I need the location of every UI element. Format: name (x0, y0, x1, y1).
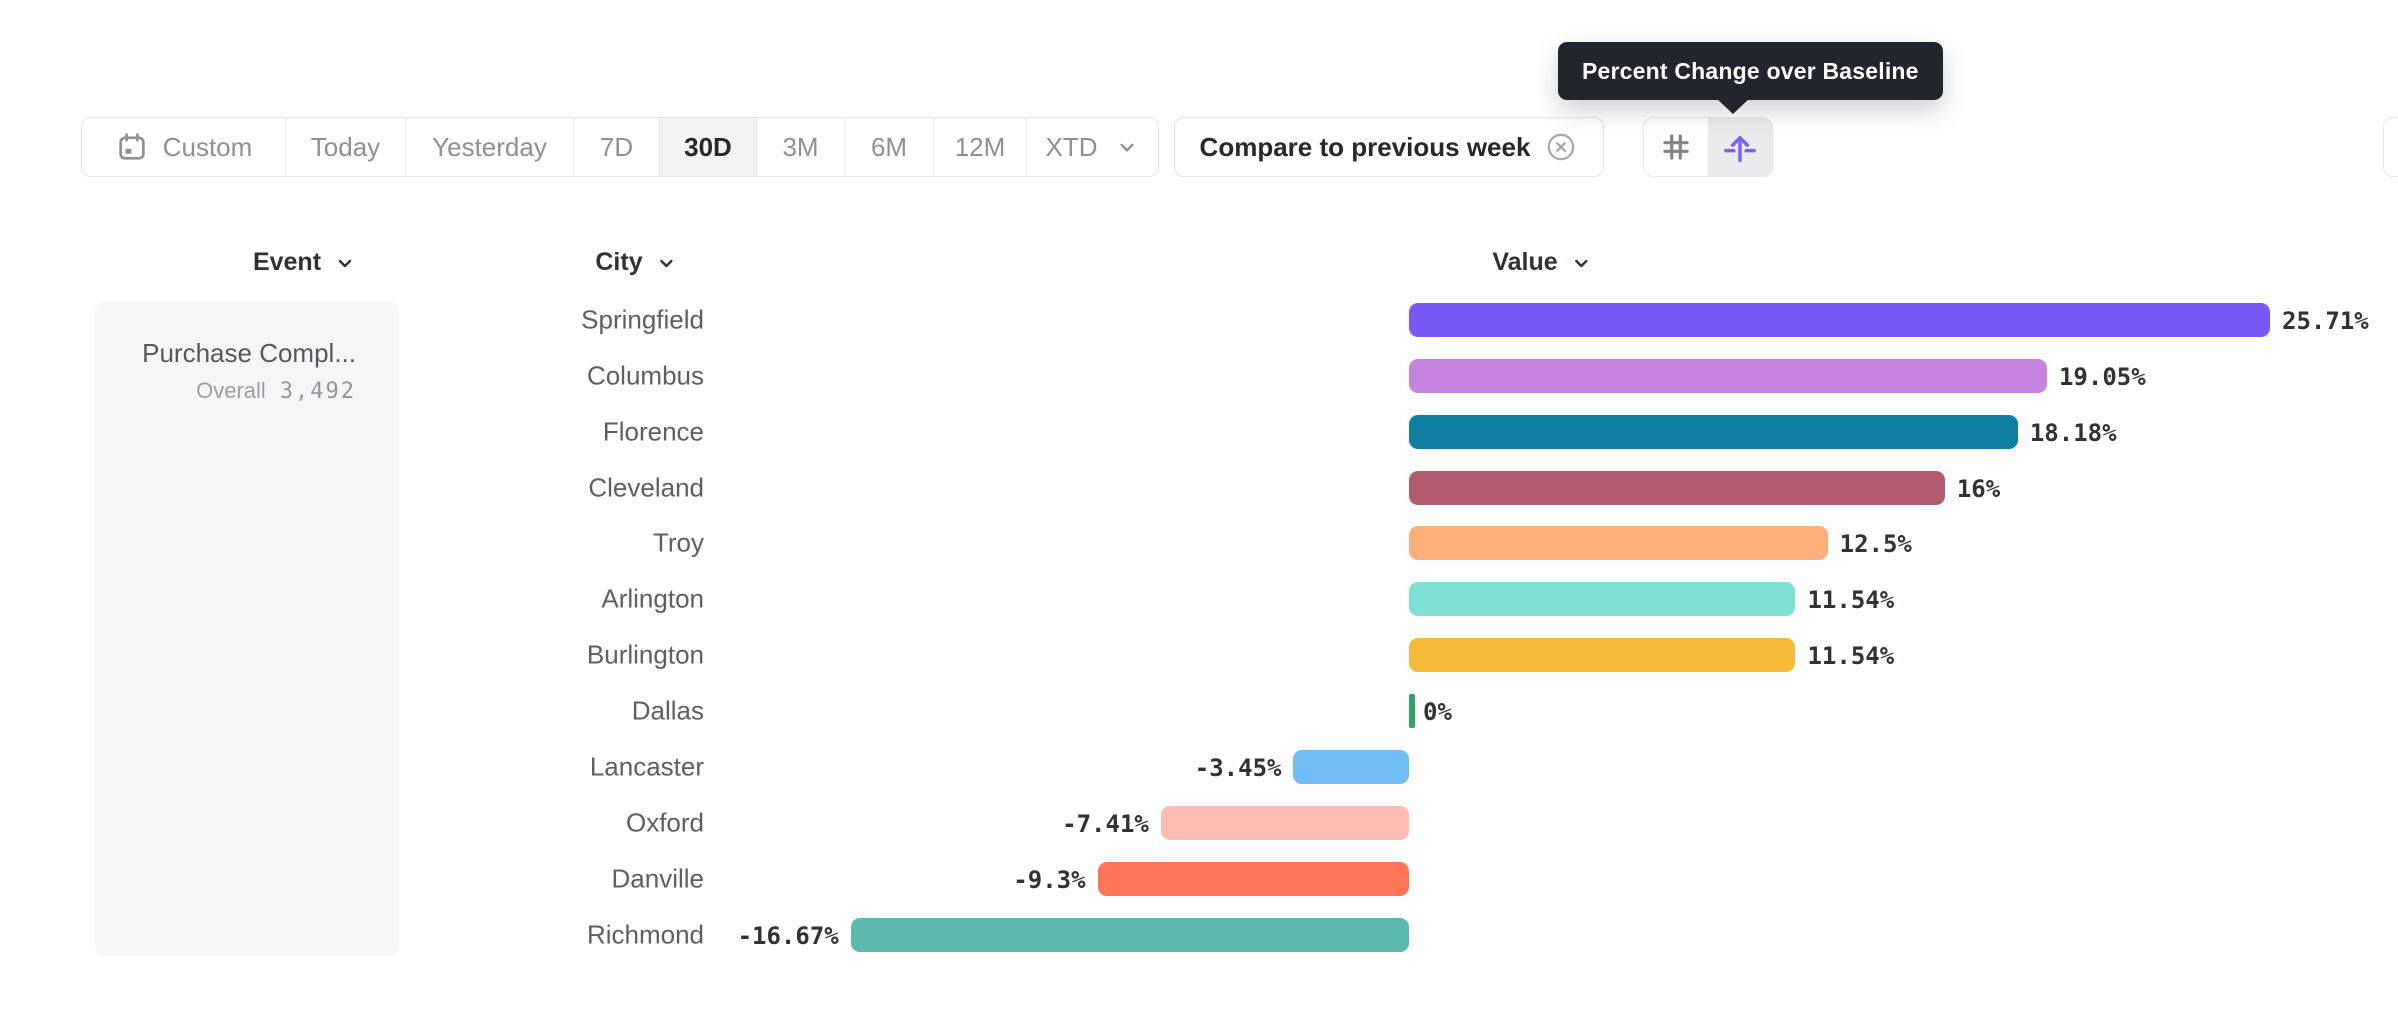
x-circle-icon[interactable] (1544, 130, 1578, 164)
date-range-label: 30D (684, 131, 732, 162)
bar-columbus[interactable] (1409, 358, 2047, 393)
date-range-label: 3M (782, 131, 819, 162)
event-name: Purchase Compl... (142, 338, 356, 368)
calendar-icon (115, 130, 149, 164)
date-range-label: 6M (870, 131, 908, 162)
date-range-button-30d[interactable]: 30D (660, 118, 757, 176)
bar-oxford[interactable] (1160, 805, 1409, 840)
value-label-danville: -9.3% (1013, 865, 1086, 894)
bar-cleveland[interactable] (1409, 470, 1945, 505)
date-range-button-custom[interactable]: Custom (82, 118, 286, 176)
overall-value: 3,492 (279, 379, 356, 404)
value-label-oxford: -7.41% (1062, 809, 1149, 838)
column-header-value[interactable]: Value (1492, 248, 1593, 277)
chart-view-toggle (1643, 117, 1773, 177)
value-label-dallas: 0% (1423, 698, 1452, 727)
toolbar: Custom Today Yesterday 7D 30D 3M 6M 12M XTD Comp… (0, 117, 2398, 177)
city-label-arlington: Arlington (601, 583, 704, 614)
tooltip-label: Percent Change over Baseline (1582, 57, 1919, 84)
chevron-down-icon (1112, 134, 1140, 160)
date-range-label: Yesterday (432, 131, 547, 162)
column-header-city-label: City (595, 248, 643, 276)
date-range-button-xtd[interactable]: XTD (1027, 118, 1158, 176)
date-range-label: Today (310, 131, 381, 162)
column-header-value-label: Value (1492, 248, 1558, 276)
percent-change-view-button[interactable] (1708, 118, 1772, 176)
compare-to-previous-week-button[interactable]: Compare to previous week (1174, 117, 1604, 177)
date-range-label: 12M (954, 131, 1006, 162)
tooltip-arrow (1716, 98, 1750, 114)
date-range-label: 7D (599, 131, 634, 162)
event-overall-row: Overall 3,492 (196, 378, 356, 404)
city-label-florence: Florence (602, 416, 704, 447)
value-label-arlington: 11.54% (1807, 586, 1895, 615)
compare-button-label: Compare to previous week (1199, 131, 1531, 162)
value-label-springfield: 25.71% (2282, 306, 2369, 335)
city-label-dallas: Dallas (631, 695, 704, 726)
value-label-cleveland: 16% (1956, 474, 2001, 503)
numbers-view-button[interactable] (1644, 118, 1708, 176)
date-range-group: Custom Today Yesterday 7D 30D 3M 6M 12M XTD (81, 117, 1159, 177)
baseline-arrow-icon (1720, 127, 1760, 167)
city-label-oxford: Oxford (625, 807, 704, 838)
value-label-florence: 18.18% (2029, 418, 2117, 447)
date-range-button-yesterday[interactable]: Yesterday (406, 118, 574, 176)
event-panel[interactable]: Purchase Compl... Overall 3,492 (95, 302, 399, 956)
value-label-richmond: -16.67% (737, 921, 839, 950)
bar-lancaster[interactable] (1293, 750, 1409, 784)
value-label-lancaster: -3.45% (1194, 754, 1282, 782)
bar-richmond[interactable] (850, 917, 1409, 952)
value-label-troy: 12.5% (1839, 530, 1912, 559)
city-label-troy: Troy (652, 527, 704, 558)
city-label-danville: Danville (611, 863, 705, 894)
column-header-event[interactable]: Event (253, 248, 357, 277)
clipped-right-button[interactable] (2383, 117, 2398, 177)
date-range-label: Custom (162, 131, 253, 162)
value-label-columbus: 19.05% (2058, 362, 2146, 391)
city-label-burlington: Burlington (586, 639, 704, 670)
bar-arlington[interactable] (1409, 582, 1796, 617)
tooltip-percent-change-over-baseline: Percent Change over Baseline (1558, 42, 1943, 100)
city-label-columbus: Columbus (586, 360, 704, 391)
bar-burlington[interactable] (1409, 638, 1796, 673)
date-range-button-today[interactable]: Today (286, 118, 406, 176)
chevron-down-icon (655, 251, 679, 275)
overall-label: Overall (196, 378, 266, 403)
city-label-lancaster: Lancaster (589, 751, 704, 782)
city-label-richmond: Richmond (586, 919, 704, 950)
date-range-button-12m[interactable]: 12M (934, 118, 1027, 176)
date-range-button-3m[interactable]: 3M (757, 118, 845, 176)
bar-danville[interactable] (1097, 861, 1409, 896)
city-label-springfield: Springfield (581, 304, 704, 335)
column-header-event-label: Event (252, 248, 322, 276)
hash-number-icon (1657, 128, 1695, 166)
date-range-label: XTD (1045, 131, 1098, 162)
chevron-down-icon (333, 251, 357, 275)
bar-florence[interactable] (1409, 414, 2018, 449)
zero-tick-dallas[interactable] (1409, 694, 1415, 729)
column-header-city[interactable]: City (595, 248, 678, 277)
bar-troy[interactable] (1409, 526, 1828, 561)
bar-springfield[interactable] (1409, 302, 2271, 337)
value-label-burlington: 11.54% (1807, 642, 1895, 671)
city-label-cleveland: Cleveland (588, 472, 704, 502)
date-range-button-7d[interactable]: 7D (574, 118, 660, 176)
date-range-button-6m[interactable]: 6M (845, 118, 934, 176)
chevron-down-icon (1570, 251, 1594, 275)
